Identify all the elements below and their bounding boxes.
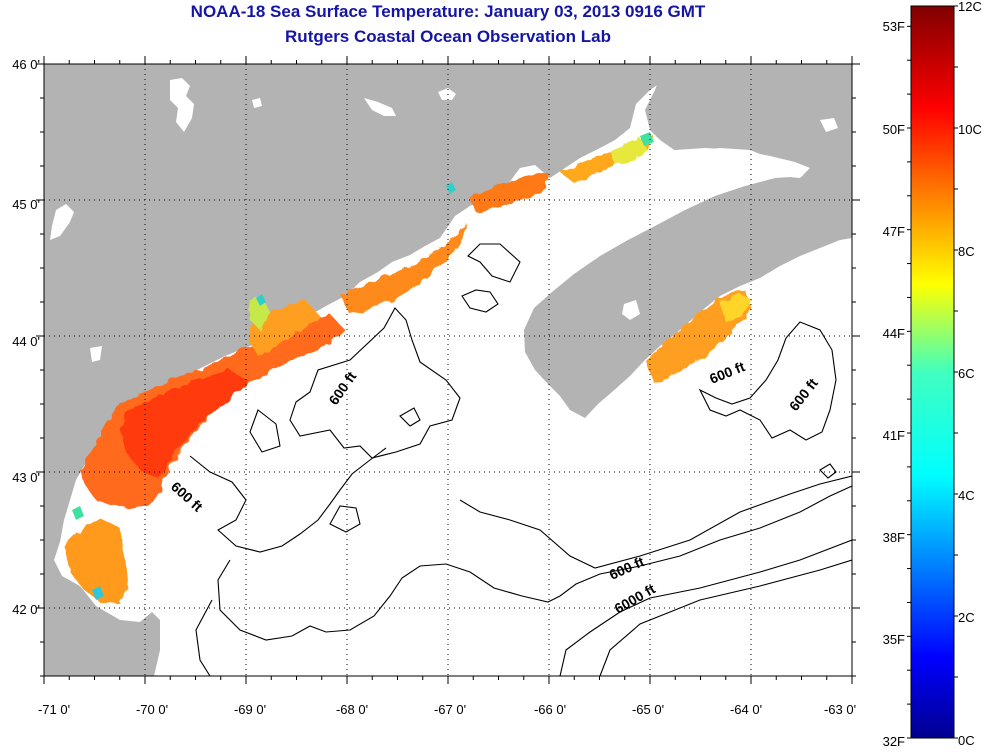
- land-new-england: [44, 64, 665, 676]
- cb-f-41: 41F: [883, 428, 905, 443]
- axis-ticks: [36, 56, 860, 684]
- chart-title: NOAA-18 Sea Surface Temperature: January…: [190, 2, 706, 21]
- lon-label-71: -71 0': [38, 702, 70, 717]
- cb-f-50: 50F: [883, 122, 905, 137]
- cb-c-10: 10C: [958, 122, 982, 137]
- lon-label-64: -64 0': [730, 702, 762, 717]
- cb-c-4: 4C: [958, 488, 975, 503]
- colorbar-gradient: [910, 5, 955, 739]
- chart-subtitle: Rutgers Coastal Ocean Observation Lab: [285, 27, 611, 46]
- cb-f-35: 35F: [883, 632, 905, 647]
- lon-label-68: -68 0': [336, 702, 368, 717]
- cb-f-47: 47F: [883, 224, 905, 239]
- lon-label-65: -65 0': [632, 702, 664, 717]
- lon-label-67: -67 0': [434, 702, 466, 717]
- cb-f-53: 53F: [883, 19, 905, 34]
- cold-coastal-specks: [72, 132, 654, 600]
- cb-f-44: 44F: [883, 326, 905, 341]
- cb-c-2: 2C: [958, 610, 975, 625]
- latitude-labels: 46 0' 45 0' 44 0' 43 0' 42 0': [12, 57, 40, 617]
- bathymetry-contours: [189, 243, 852, 676]
- lat-label-44: 44 0': [12, 334, 40, 349]
- lon-label-66: -66 0': [534, 702, 566, 717]
- sst-swaths: [64, 132, 752, 604]
- cb-c-0: 0C: [958, 733, 975, 748]
- map-border: [43, 63, 853, 677]
- lon-label-63: -63 0': [824, 702, 856, 717]
- cb-c-6: 6C: [958, 366, 975, 381]
- grid-lines: [44, 64, 852, 676]
- colorbar: 53F 50F 47F 44F 41F 38F 35F 32F 12C 10C …: [883, 0, 982, 749]
- cb-c-12: 12C: [958, 0, 982, 14]
- lat-label-45: 45 0': [12, 197, 40, 212]
- colorbar-celsius-labels: 12C 10C 8C 6C 4C 2C 0C: [958, 0, 982, 748]
- cb-c-8: 8C: [958, 244, 975, 259]
- colorbar-fahrenheit-labels: 53F 50F 47F 44F 41F 38F 35F 32F: [883, 19, 905, 749]
- cb-f-32: 32F: [883, 734, 905, 749]
- lon-label-69: -69 0': [234, 702, 266, 717]
- cb-f-38: 38F: [883, 530, 905, 545]
- lon-label-70: -70 0': [136, 702, 168, 717]
- bay-of-fundy-water: [470, 148, 810, 310]
- longitude-labels: -71 0' -70 0' -69 0' -68 0' -67 0' -66 0…: [38, 702, 856, 717]
- lat-label-43: 43 0': [12, 470, 40, 485]
- land-nova-scotia: [524, 176, 852, 418]
- lat-label-42: 42 0': [12, 602, 40, 617]
- cloud-masked-specks: [50, 78, 838, 362]
- colorbar-ticks: [907, 5, 958, 739]
- lat-label-46: 46 0': [12, 57, 40, 72]
